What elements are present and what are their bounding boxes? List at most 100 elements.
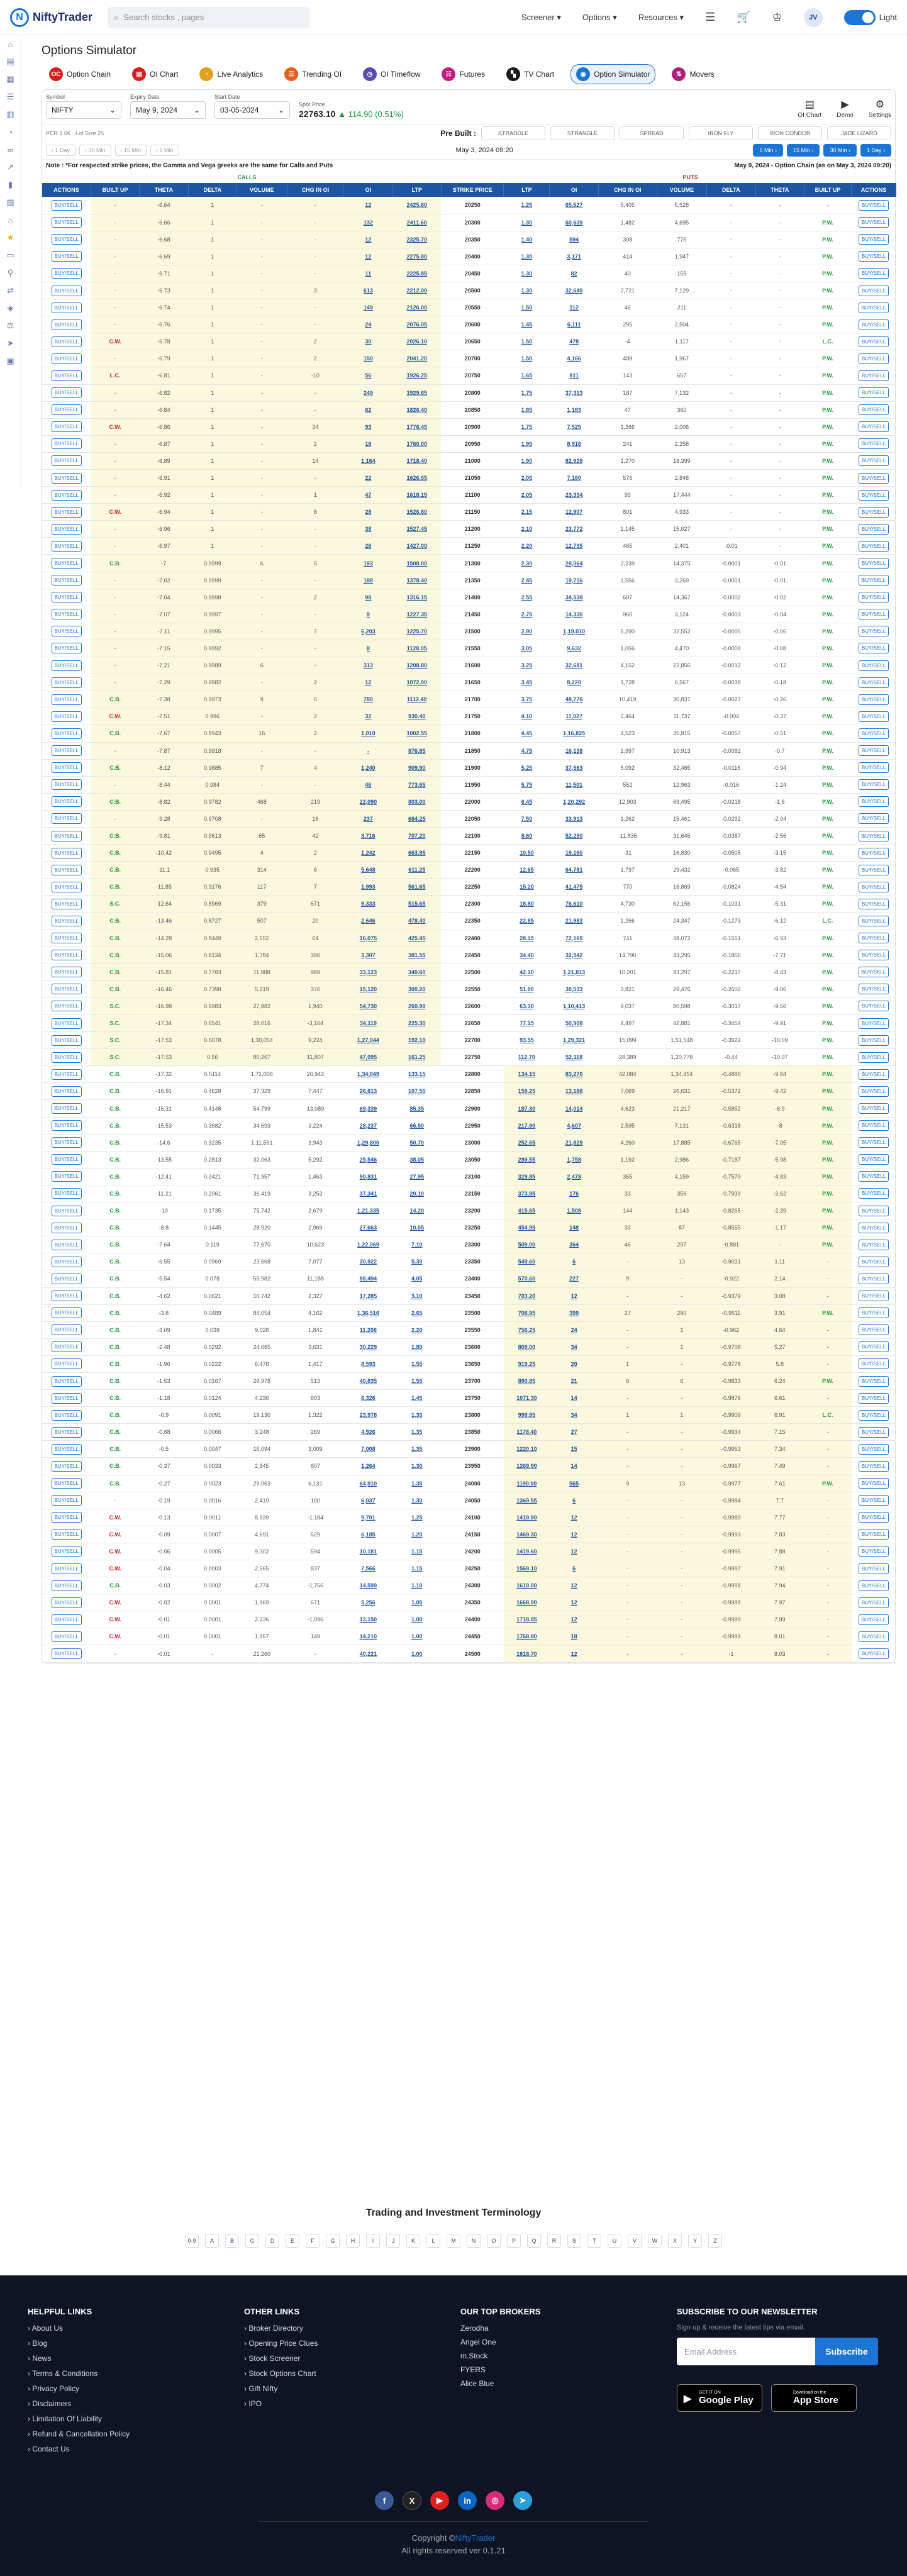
put-oi[interactable]: 83,270 <box>549 1065 599 1084</box>
call-buy-sell-button[interactable]: BUY/SELL <box>51 353 82 364</box>
put-buy-sell-button[interactable]: BUY/SELL <box>858 898 889 909</box>
put-buy-sell-button[interactable]: BUY/SELL <box>858 830 889 841</box>
put-oi[interactable]: 11,027 <box>549 708 599 726</box>
put-oi[interactable]: 52,230 <box>549 827 599 845</box>
put-ltp[interactable]: 5.25 <box>503 759 550 777</box>
call-oi[interactable]: 6,203 <box>343 623 393 640</box>
call-buy-sell-button[interactable]: BUY/SELL <box>51 1120 82 1131</box>
put-buy-sell-button[interactable]: BUY/SELL <box>858 1171 889 1182</box>
put-oi[interactable]: 24 <box>549 1321 599 1339</box>
alphabet-letter[interactable]: Y <box>688 2234 702 2248</box>
call-oi[interactable]: 1,164 <box>343 452 393 470</box>
sidebar-star-icon[interactable]: ★ <box>6 233 14 242</box>
call-oi[interactable]: 6,185 <box>343 1526 393 1543</box>
brand-logo[interactable]: N NiftyTrader <box>10 8 92 27</box>
call-oi[interactable]: 6,326 <box>343 1389 393 1407</box>
other-link[interactable]: › Broker Directory <box>244 2324 304 2333</box>
call-buy-sell-button[interactable]: BUY/SELL <box>51 1154 82 1165</box>
brokers-link[interactable]: Alice Blue <box>460 2379 494 2388</box>
put-buy-sell-button[interactable]: BUY/SELL <box>858 813 889 824</box>
nav-resources[interactable]: Resources ▾ <box>638 12 684 22</box>
youtube-icon[interactable]: ▶ <box>430 2491 449 2510</box>
call-ltp[interactable]: 707.20 <box>392 827 442 845</box>
call-buy-sell-button[interactable]: BUY/SELL <box>51 984 82 995</box>
put-oi[interactable]: 16,138 <box>549 742 599 760</box>
put-ltp[interactable]: 217.90 <box>503 1117 550 1135</box>
call-buy-sell-button[interactable]: BUY/SELL <box>51 455 82 467</box>
call-buy-sell-button[interactable]: BUY/SELL <box>51 728 82 739</box>
call-oi[interactable]: 9 <box>343 606 393 623</box>
call-buy-sell-button[interactable]: BUY/SELL <box>51 779 82 791</box>
put-oi[interactable]: 565 <box>549 1475 599 1492</box>
call-ltp[interactable]: 1427.00 <box>392 537 442 555</box>
sidebar-calc-icon[interactable]: ▣ <box>6 356 14 365</box>
alphabet-letter[interactable]: Z <box>708 2234 722 2248</box>
put-ltp[interactable]: 373.95 <box>503 1185 550 1203</box>
put-buy-sell-button[interactable]: BUY/SELL <box>858 609 889 620</box>
put-buy-sell-button[interactable]: BUY/SELL <box>858 915 889 926</box>
put-oi[interactable]: 12,907 <box>549 503 599 521</box>
cart-icon[interactable]: 🛒 <box>737 11 751 23</box>
call-oi[interactable]: 33,123 <box>343 963 393 981</box>
call-ltp[interactable]: 1.55 <box>392 1355 442 1373</box>
helpful-link[interactable]: › News <box>28 2354 52 2363</box>
telegram-icon[interactable]: ➤ <box>513 2491 532 2510</box>
brokers-link[interactable]: Angel One <box>460 2338 496 2346</box>
call-oi[interactable]: 17,285 <box>343 1287 393 1305</box>
put-ltp[interactable]: 1.30 <box>503 265 550 282</box>
put-ltp[interactable]: 7.50 <box>503 810 550 828</box>
put-oi[interactable]: 112 <box>549 299 599 317</box>
put-oi[interactable]: 14,014 <box>549 1099 599 1118</box>
call-oi[interactable]: 149 <box>343 299 393 317</box>
call-ltp[interactable]: 561.65 <box>392 878 442 896</box>
call-oi[interactable]: 25,546 <box>343 1151 393 1169</box>
tab-option-chain[interactable]: OC Option Chain <box>44 64 116 84</box>
call-ltp[interactable]: 1526.80 <box>392 503 442 521</box>
call-ltp[interactable]: 1.30 <box>392 1457 442 1475</box>
email-field[interactable]: Email Address <box>677 2338 815 2365</box>
call-oi[interactable]: 9,333 <box>343 895 393 913</box>
call-buy-sell-button[interactable]: BUY/SELL <box>51 898 82 909</box>
put-buy-sell-button[interactable]: BUY/SELL <box>858 847 889 858</box>
call-buy-sell-button[interactable]: BUY/SELL <box>51 1291 82 1302</box>
strategy-strangle-button[interactable]: STRANGLE <box>550 126 615 140</box>
other-link[interactable]: › Opening Price Clues <box>244 2339 318 2348</box>
call-ltp[interactable]: 1.35 <box>392 1406 442 1424</box>
put-ltp[interactable]: 4.45 <box>503 724 550 743</box>
strategy-spread-button[interactable]: SPREAD <box>620 126 684 140</box>
call-oi[interactable]: 5,648 <box>343 861 393 879</box>
put-oi[interactable]: 1,21,813 <box>549 963 599 981</box>
shift-forward-button[interactable]: 15 Min › <box>786 144 820 157</box>
put-oi[interactable]: 399 <box>549 1304 599 1322</box>
call-oi[interactable]: 47 <box>343 486 393 504</box>
call-buy-sell-button[interactable]: BUY/SELL <box>51 1512 82 1523</box>
call-oi[interactable]: 613 <box>343 282 393 300</box>
call-oi[interactable]: 62 <box>343 401 393 419</box>
call-oi[interactable]: 30 <box>343 333 393 351</box>
put-oi[interactable]: 19,160 <box>549 844 599 862</box>
call-oi[interactable]: 237 <box>343 810 393 828</box>
put-ltp[interactable]: 1.50 <box>503 333 550 351</box>
call-ltp[interactable]: 478.40 <box>392 912 442 930</box>
call-oi[interactable]: 1,21,335 <box>343 1202 393 1220</box>
put-oi[interactable]: 28,064 <box>549 554 599 572</box>
helpful-link[interactable]: › Blog <box>28 2339 48 2348</box>
call-buy-sell-button[interactable]: BUY/SELL <box>51 1256 82 1267</box>
put-ltp[interactable]: 415.65 <box>503 1202 550 1220</box>
put-oi[interactable]: 811 <box>549 367 599 385</box>
call-ltp[interactable]: 1.00 <box>392 1645 442 1663</box>
call-oi[interactable]: 34,119 <box>343 1014 393 1033</box>
call-buy-sell-button[interactable]: BUY/SELL <box>51 1239 82 1250</box>
call-ltp[interactable]: 803.00 <box>392 793 442 811</box>
call-buy-sell-button[interactable]: BUY/SELL <box>51 540 82 552</box>
strategy-jade-lizard-button[interactable]: JADE LIZARD <box>827 126 891 140</box>
call-buy-sell-button[interactable]: BUY/SELL <box>51 864 82 875</box>
put-buy-sell-button[interactable]: BUY/SELL <box>858 1392 889 1404</box>
call-buy-sell-button[interactable]: BUY/SELL <box>51 199 82 211</box>
put-ltp[interactable]: 1.75 <box>503 384 550 402</box>
strategy-iron-fly-button[interactable]: IRON FLY <box>689 126 753 140</box>
put-buy-sell-button[interactable]: BUY/SELL <box>858 1103 889 1114</box>
call-buy-sell-button[interactable]: BUY/SELL <box>51 1529 82 1540</box>
put-buy-sell-button[interactable]: BUY/SELL <box>858 1273 889 1284</box>
call-ltp[interactable]: 1.15 <box>392 1543 442 1561</box>
